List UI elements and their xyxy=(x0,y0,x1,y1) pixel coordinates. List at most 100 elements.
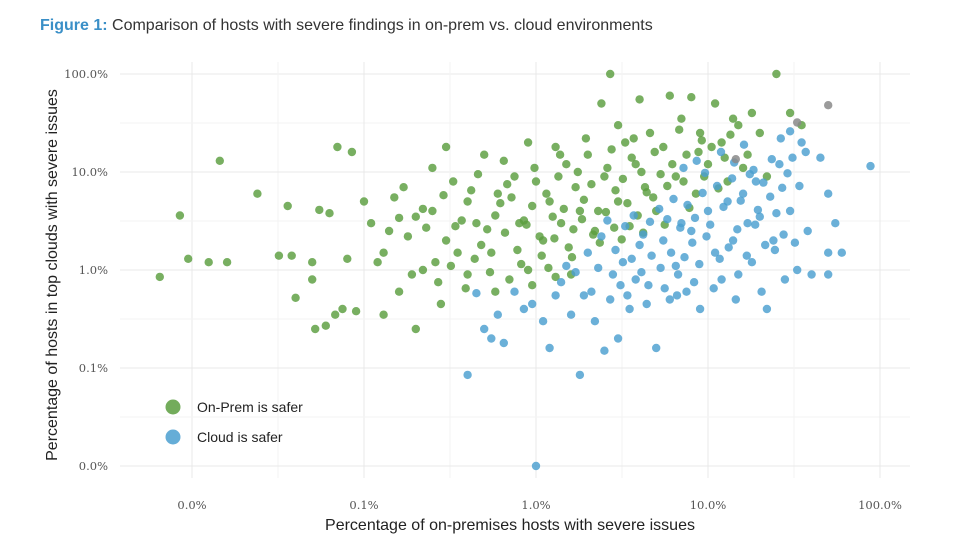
point-cloud xyxy=(556,278,566,287)
point-cloud xyxy=(618,258,628,267)
point-cloud xyxy=(727,174,737,183)
point-on-prem xyxy=(649,193,658,202)
point-cloud xyxy=(510,287,519,296)
point-on-prem xyxy=(496,199,505,208)
point-on-prem xyxy=(627,153,636,162)
point-tie xyxy=(793,118,802,127)
point-cloud xyxy=(676,223,685,232)
point-on-prem xyxy=(315,205,324,215)
point-cloud xyxy=(766,192,775,201)
point-cloud xyxy=(866,161,875,171)
point-on-prem xyxy=(589,230,598,239)
point-on-prem xyxy=(411,212,420,221)
point-on-prem xyxy=(567,253,577,262)
point-on-prem xyxy=(555,150,565,159)
point-on-prem xyxy=(575,206,585,216)
point-cloud xyxy=(692,156,701,165)
point-cloud xyxy=(788,153,797,162)
point-on-prem xyxy=(274,251,284,260)
point-cloud xyxy=(831,219,840,228)
point-on-prem xyxy=(645,128,655,138)
point-on-prem xyxy=(390,193,399,202)
point-cloud xyxy=(531,461,541,471)
point-cloud xyxy=(751,177,761,186)
point-cloud xyxy=(772,209,781,218)
point-on-prem xyxy=(373,258,382,267)
point-on-prem xyxy=(548,212,557,221)
point-cloud xyxy=(608,270,618,279)
point-on-prem xyxy=(333,142,342,152)
point-on-prem xyxy=(441,142,451,152)
point-cloud xyxy=(695,259,704,269)
point-on-prem xyxy=(418,204,428,214)
point-on-prem xyxy=(569,225,578,234)
point-on-prem xyxy=(493,189,502,198)
y-tick-label: 0.1% xyxy=(79,361,108,375)
point-on-prem xyxy=(772,69,781,79)
point-cloud xyxy=(776,134,785,143)
point-on-prem xyxy=(564,243,573,252)
point-cloud xyxy=(647,251,656,260)
point-on-prem xyxy=(491,211,500,220)
point-cloud xyxy=(639,230,648,239)
point-on-prem xyxy=(594,206,603,216)
point-cloud xyxy=(683,200,692,210)
point-on-prem xyxy=(556,219,566,228)
point-cloud xyxy=(487,334,496,343)
point-on-prem xyxy=(507,193,516,202)
point-on-prem xyxy=(446,261,456,271)
point-cloud xyxy=(816,153,825,162)
point-cloud xyxy=(698,188,707,198)
point-cloud xyxy=(709,284,718,293)
point-on-prem xyxy=(542,189,551,198)
legend-marker-cloud xyxy=(165,429,181,445)
point-on-prem xyxy=(359,197,369,206)
x-axis-title: Percentage of on-premises hosts with sev… xyxy=(325,517,695,534)
point-on-prem xyxy=(379,248,388,257)
point-cloud xyxy=(590,317,600,326)
point-cloud xyxy=(780,275,790,284)
point-on-prem xyxy=(503,180,512,189)
x-tick-label: 100.0% xyxy=(858,498,902,512)
point-cloud xyxy=(566,310,576,319)
point-cloud xyxy=(463,370,472,380)
point-on-prem xyxy=(607,145,616,154)
point-on-prem xyxy=(428,163,437,173)
point-cloud xyxy=(493,310,502,319)
x-tick-label: 10.0% xyxy=(690,498,727,512)
point-on-prem xyxy=(637,167,646,177)
point-cloud xyxy=(757,287,766,296)
point-on-prem xyxy=(528,281,537,290)
point-cloud xyxy=(751,220,760,229)
point-on-prem xyxy=(505,275,514,284)
point-cloud xyxy=(688,238,697,247)
y-tick-label: 1.0% xyxy=(79,263,108,277)
y-tick-label: 0.0% xyxy=(79,459,108,473)
point-on-prem xyxy=(215,156,224,165)
point-on-prem xyxy=(551,142,560,152)
point-cloud xyxy=(824,189,833,198)
point-cloud xyxy=(623,291,632,300)
point-on-prem xyxy=(222,258,232,267)
point-on-prem xyxy=(510,172,519,181)
point-on-prem xyxy=(682,150,691,159)
point-on-prem xyxy=(338,304,347,314)
point-cloud xyxy=(747,258,757,267)
point-on-prem xyxy=(577,215,587,224)
point-cloud xyxy=(613,334,623,343)
point-on-prem xyxy=(663,181,672,191)
point-cloud xyxy=(551,291,560,300)
point-on-prem xyxy=(762,172,772,181)
point-tie xyxy=(731,155,740,164)
point-cloud xyxy=(621,222,630,231)
point-tie xyxy=(824,101,833,110)
point-cloud xyxy=(603,216,612,225)
point-cloud xyxy=(769,236,778,245)
point-on-prem xyxy=(431,258,440,267)
point-on-prem xyxy=(738,163,748,173)
point-cloud xyxy=(790,238,800,247)
point-cloud xyxy=(528,299,537,309)
point-cloud xyxy=(803,226,812,236)
point-on-prem xyxy=(379,310,388,319)
point-on-prem xyxy=(428,206,437,216)
